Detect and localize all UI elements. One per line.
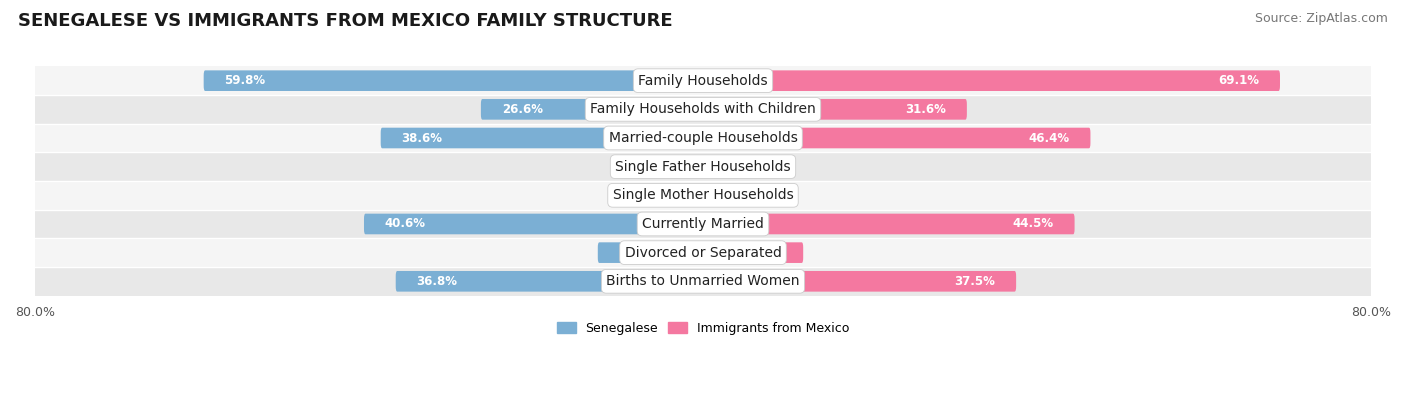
Bar	[35, 124, 1371, 152]
FancyBboxPatch shape	[481, 99, 703, 120]
Text: Divorced or Separated: Divorced or Separated	[624, 246, 782, 260]
Text: SENEGALESE VS IMMIGRANTS FROM MEXICO FAMILY STRUCTURE: SENEGALESE VS IMMIGRANTS FROM MEXICO FAM…	[18, 12, 673, 30]
Bar	[35, 210, 1371, 238]
Text: 12.6%: 12.6%	[619, 246, 659, 259]
Text: Births to Unmarried Women: Births to Unmarried Women	[606, 274, 800, 288]
Text: 36.8%: 36.8%	[416, 275, 457, 288]
FancyBboxPatch shape	[703, 214, 1074, 234]
FancyBboxPatch shape	[598, 242, 703, 263]
Text: 38.6%: 38.6%	[402, 132, 443, 145]
Text: 12.0%: 12.0%	[741, 246, 782, 259]
Text: 46.4%: 46.4%	[1028, 132, 1070, 145]
Bar	[35, 66, 1371, 95]
Text: Currently Married: Currently Married	[643, 217, 763, 231]
Text: 31.6%: 31.6%	[905, 103, 946, 116]
Bar	[35, 267, 1371, 295]
Text: Single Father Households: Single Father Households	[616, 160, 790, 174]
FancyBboxPatch shape	[703, 99, 967, 120]
Bar	[35, 238, 1371, 267]
Text: 8.2%: 8.2%	[718, 189, 751, 202]
FancyBboxPatch shape	[204, 70, 703, 91]
FancyBboxPatch shape	[395, 271, 703, 292]
Text: Family Households with Children: Family Households with Children	[591, 102, 815, 117]
FancyBboxPatch shape	[703, 185, 772, 206]
Text: 8.2%: 8.2%	[655, 189, 688, 202]
Text: Married-couple Households: Married-couple Households	[609, 131, 797, 145]
Text: 40.6%: 40.6%	[385, 218, 426, 231]
FancyBboxPatch shape	[703, 156, 728, 177]
Text: Single Mother Households: Single Mother Households	[613, 188, 793, 202]
Text: Source: ZipAtlas.com: Source: ZipAtlas.com	[1254, 12, 1388, 25]
Text: 59.8%: 59.8%	[225, 74, 266, 87]
Text: 26.6%: 26.6%	[502, 103, 543, 116]
FancyBboxPatch shape	[703, 70, 1279, 91]
FancyBboxPatch shape	[703, 271, 1017, 292]
Bar	[35, 95, 1371, 124]
FancyBboxPatch shape	[703, 242, 803, 263]
Legend: Senegalese, Immigrants from Mexico: Senegalese, Immigrants from Mexico	[551, 317, 855, 340]
Text: 44.5%: 44.5%	[1012, 218, 1053, 231]
FancyBboxPatch shape	[703, 128, 1091, 148]
Text: Family Households: Family Households	[638, 74, 768, 88]
Text: 2.3%: 2.3%	[645, 160, 675, 173]
Text: 69.1%: 69.1%	[1218, 74, 1260, 87]
Bar	[35, 152, 1371, 181]
Text: 3.0%: 3.0%	[737, 160, 766, 173]
FancyBboxPatch shape	[364, 214, 703, 234]
FancyBboxPatch shape	[683, 156, 703, 177]
FancyBboxPatch shape	[381, 128, 703, 148]
Text: 37.5%: 37.5%	[955, 275, 995, 288]
Bar	[35, 181, 1371, 210]
FancyBboxPatch shape	[634, 185, 703, 206]
